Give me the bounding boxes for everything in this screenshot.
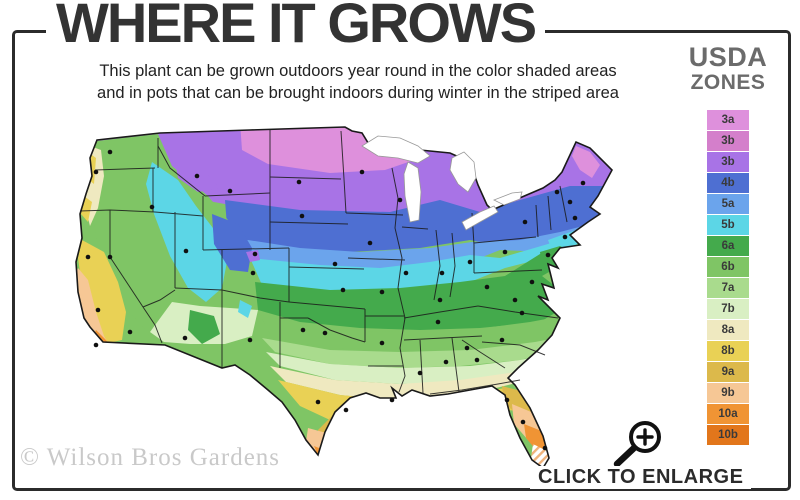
city-dot bbox=[484, 284, 490, 290]
city-dot bbox=[499, 337, 505, 343]
city-dot bbox=[542, 445, 548, 451]
city-dot bbox=[127, 329, 133, 335]
city-dot bbox=[567, 199, 573, 205]
city-dot bbox=[519, 310, 525, 316]
city-dot bbox=[247, 337, 253, 343]
city-dot bbox=[85, 254, 91, 260]
city-dot bbox=[529, 279, 535, 285]
city-dot bbox=[572, 215, 578, 221]
city-dot bbox=[300, 327, 306, 333]
watermark: © Wilson Bros Gardens bbox=[20, 444, 281, 471]
city-dot bbox=[397, 197, 403, 203]
legend-zone-swatch: 3b bbox=[707, 131, 749, 152]
page-title: WHERE IT GROWS bbox=[46, 0, 546, 54]
usda-zones-legend: USDA ZONES 3a 3b 3b 4b 5a 5b 6a 6b 7a 7b 8a 8b 9a 9b 1… bbox=[680, 44, 776, 446]
city-dot bbox=[343, 407, 349, 413]
city-dot bbox=[379, 289, 385, 295]
legend-zone-swatch: 7a bbox=[707, 278, 749, 299]
subtitle-line-1: This plant can be grown outdoors year ro… bbox=[99, 62, 617, 80]
city-dot bbox=[93, 169, 99, 175]
city-dot bbox=[227, 188, 233, 194]
legend-zone-swatch: 6a bbox=[707, 236, 749, 257]
city-dot bbox=[554, 189, 560, 195]
city-dot bbox=[389, 397, 395, 403]
city-dot bbox=[379, 340, 385, 346]
legend-zone-swatch: 8a bbox=[707, 320, 749, 341]
legend-zone-swatch: 10b bbox=[707, 425, 749, 446]
city-dot bbox=[439, 270, 445, 276]
city-dot bbox=[580, 180, 586, 186]
city-dot bbox=[359, 169, 365, 175]
city-dot bbox=[250, 270, 256, 276]
state-borders bbox=[79, 130, 568, 395]
legend-zone-swatch: 9b bbox=[707, 383, 749, 404]
city-dot bbox=[367, 240, 373, 246]
city-dot bbox=[107, 149, 113, 155]
legend-zone-swatch: 4b bbox=[707, 173, 749, 194]
city-dot bbox=[296, 179, 302, 185]
city-dot bbox=[95, 307, 101, 313]
city-dot bbox=[322, 330, 328, 336]
legend-zone-swatch: 9a bbox=[707, 362, 749, 383]
city-dot bbox=[417, 370, 423, 376]
city-dot bbox=[332, 261, 338, 267]
city-dot bbox=[149, 204, 155, 210]
city-dot bbox=[502, 249, 508, 255]
legend-zone-swatch: 5a bbox=[707, 194, 749, 215]
city-dot bbox=[107, 254, 113, 260]
city-dot bbox=[315, 399, 321, 405]
city-dot bbox=[464, 345, 470, 351]
city-dot bbox=[340, 287, 346, 293]
city-dot bbox=[299, 213, 305, 219]
legend-zone-list: 3a 3b 3b 4b 5a 5b 6a 6b 7a 7b 8a 8b 9a 9b 10a 10b bbox=[680, 110, 776, 446]
legend-title-usda: USDA bbox=[688, 42, 768, 72]
city-dot bbox=[504, 397, 510, 403]
city-dot bbox=[437, 297, 443, 303]
legend-zone-swatch: 6b bbox=[707, 257, 749, 278]
city-dot bbox=[194, 173, 200, 179]
city-dot bbox=[252, 251, 258, 257]
city-dot bbox=[467, 259, 473, 265]
subtitle-line-2: and in pots that can be brought indoors … bbox=[97, 84, 619, 103]
magnifier-plus-icon[interactable] bbox=[603, 416, 667, 470]
legend-zone-swatch: 5b bbox=[707, 215, 749, 236]
city-dot bbox=[182, 335, 188, 341]
city-dots bbox=[85, 149, 586, 451]
click-to-enlarge-button[interactable]: CLICK TO ENLARGE bbox=[530, 466, 752, 489]
city-dot bbox=[512, 297, 518, 303]
city-dot bbox=[435, 319, 441, 325]
city-dot bbox=[522, 219, 528, 225]
subtitle: This plant can be grown outdoors year ro… bbox=[58, 60, 658, 105]
legend-zone-swatch: 7b bbox=[707, 299, 749, 320]
legend-zone-swatch: 3a bbox=[707, 110, 749, 131]
city-dot bbox=[545, 252, 551, 258]
great-lakes bbox=[361, 135, 523, 231]
legend-zone-swatch: 3b bbox=[707, 152, 749, 173]
legend-zone-swatch: 8b bbox=[707, 341, 749, 362]
legend-title-zones: ZONES bbox=[690, 71, 766, 94]
city-dot bbox=[562, 234, 568, 240]
city-dot bbox=[183, 248, 189, 254]
city-dot bbox=[520, 419, 526, 425]
city-dot bbox=[443, 359, 449, 365]
city-dot bbox=[93, 342, 99, 348]
city-dot bbox=[403, 270, 409, 276]
city-dot bbox=[474, 357, 480, 363]
legend-zone-swatch: 10a bbox=[707, 404, 749, 425]
